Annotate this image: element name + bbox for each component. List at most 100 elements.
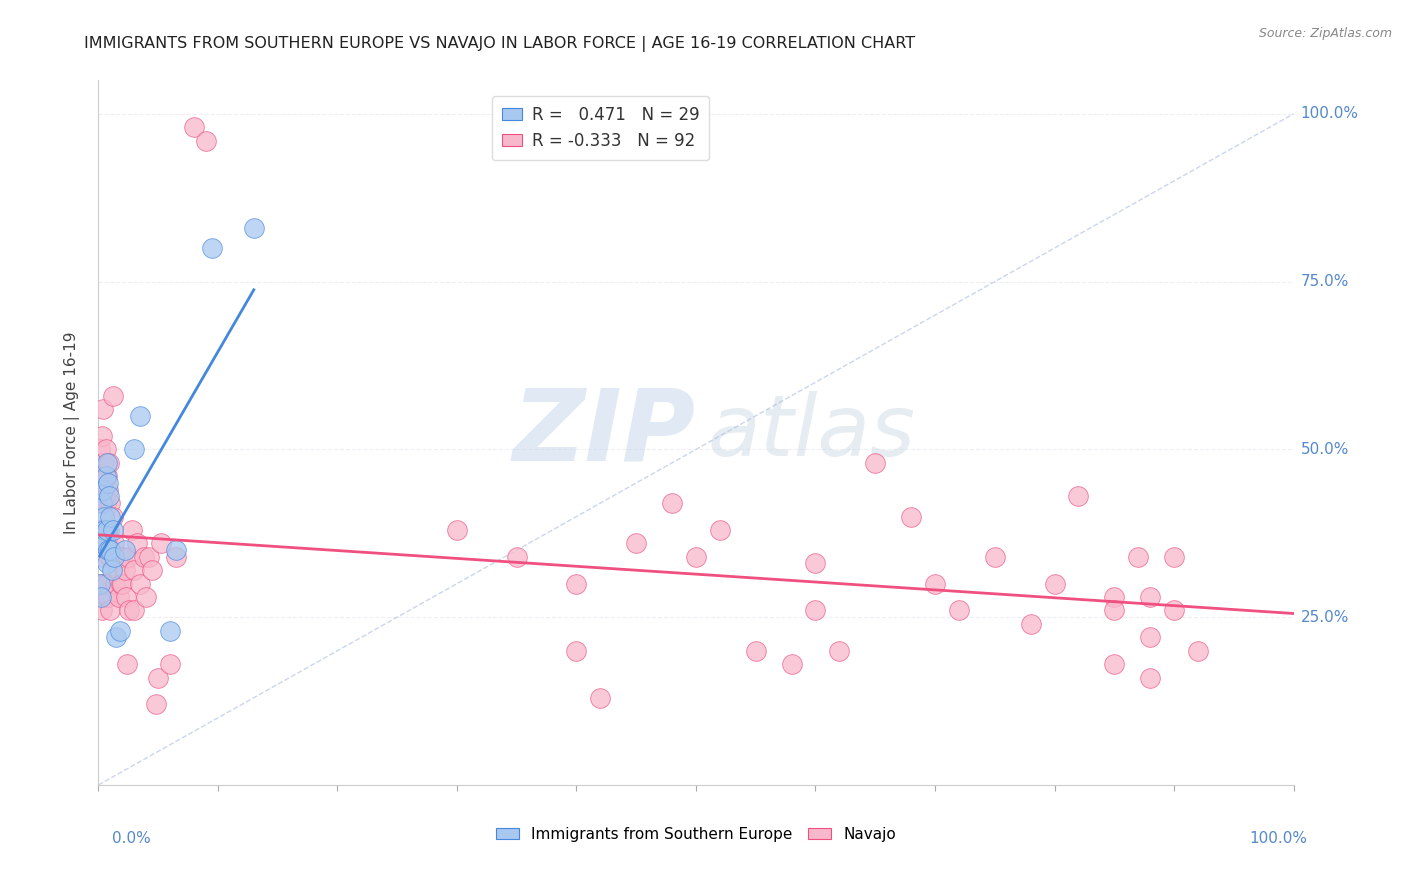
Point [105, 630, 128, 644]
Point [101, 509, 124, 524]
Point [105, 549, 128, 564]
Point [94, 536, 117, 550]
Point [98, 489, 121, 503]
Point [100, 563, 122, 577]
Text: atlas: atlas [709, 391, 915, 475]
Point [103, 549, 125, 564]
Y-axis label: In Labor Force | Age 16-19: In Labor Force | Age 16-19 [63, 331, 80, 534]
Point [94, 496, 117, 510]
Point [141, 563, 163, 577]
Point [91, 496, 114, 510]
Point [103, 536, 125, 550]
Point [124, 603, 146, 617]
Point [98, 543, 122, 558]
Point [98, 496, 122, 510]
Point [129, 409, 152, 423]
Point [1163, 549, 1185, 564]
Point [745, 644, 768, 658]
Point [1104, 657, 1126, 672]
Point [107, 563, 129, 577]
Point [117, 549, 139, 564]
Point [97, 590, 120, 604]
Point [90, 523, 112, 537]
Point [114, 543, 136, 558]
Point [111, 549, 134, 564]
Point [91, 603, 114, 617]
Point [1104, 603, 1126, 617]
Point [98, 523, 121, 537]
Point [1104, 590, 1126, 604]
Point [183, 120, 205, 135]
Point [96, 523, 118, 537]
Point [96, 456, 118, 470]
Point [115, 657, 138, 672]
Point [565, 576, 588, 591]
Point [93, 509, 115, 524]
Point [118, 603, 141, 617]
Point [661, 496, 683, 510]
Point [101, 389, 124, 403]
Point [96, 557, 118, 571]
Point [115, 590, 138, 604]
Point [91, 429, 114, 443]
Point [132, 549, 155, 564]
Point [124, 442, 146, 457]
Point [924, 576, 946, 591]
Point [1139, 590, 1161, 604]
Text: ZIP: ZIP [513, 384, 696, 481]
Point [97, 475, 120, 490]
Point [804, 557, 827, 571]
Point [165, 543, 187, 558]
Point [1067, 489, 1090, 503]
Legend: Immigrants from Southern Europe, Navajo: Immigrants from Southern Europe, Navajo [491, 821, 901, 847]
Point [94, 590, 117, 604]
Point [201, 241, 224, 255]
Point [114, 563, 136, 577]
Text: 75.0%: 75.0% [1301, 274, 1348, 289]
Point [135, 590, 157, 604]
Point [98, 603, 122, 617]
Text: 25.0%: 25.0% [1301, 609, 1348, 624]
Text: 100.0%: 100.0% [1301, 106, 1358, 121]
Point [97, 483, 120, 497]
Point [98, 509, 122, 524]
Point [506, 549, 529, 564]
Point [96, 576, 118, 591]
Point [98, 549, 122, 564]
Point [91, 496, 114, 510]
Point [709, 523, 731, 537]
Point [90, 590, 112, 604]
Point [90, 576, 112, 591]
Point [110, 576, 132, 591]
Point [780, 657, 803, 672]
Point [1187, 644, 1209, 658]
Point [94, 469, 117, 483]
Point [91, 456, 114, 470]
Point [108, 624, 131, 638]
Text: 0.0%: 0.0% [112, 831, 152, 846]
Point [195, 134, 218, 148]
Point [149, 536, 172, 550]
Text: 100.0%: 100.0% [1250, 831, 1308, 846]
Point [165, 549, 187, 564]
Text: 50.0%: 50.0% [1301, 442, 1348, 457]
Point [129, 576, 152, 591]
Point [89, 483, 111, 497]
Point [243, 221, 266, 235]
Point [97, 543, 120, 558]
Point [804, 603, 827, 617]
Text: IMMIGRANTS FROM SOUTHERN EUROPE VS NAVAJO IN LABOR FORCE | AGE 16-19 CORRELATION: IMMIGRANTS FROM SOUTHERN EUROPE VS NAVAJ… [84, 36, 915, 52]
Point [93, 523, 115, 537]
Point [984, 549, 1007, 564]
Point [90, 469, 112, 483]
Point [1139, 630, 1161, 644]
Point [91, 549, 114, 564]
Point [124, 563, 146, 577]
Point [93, 576, 115, 591]
Point [91, 536, 114, 550]
Point [685, 549, 707, 564]
Point [565, 644, 588, 658]
Point [145, 698, 167, 712]
Point [900, 509, 922, 524]
Point [96, 469, 118, 483]
